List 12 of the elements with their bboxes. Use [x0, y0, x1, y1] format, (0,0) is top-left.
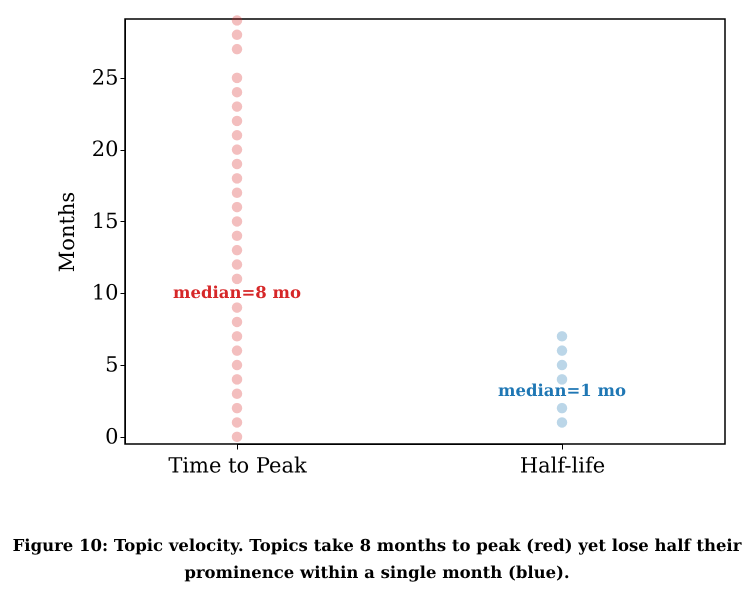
y-tick-label: 10	[92, 280, 118, 305]
x-tick-label: Time to Peak	[168, 454, 307, 478]
y-axis-title: Months	[54, 192, 79, 272]
y-tick-label: 15	[92, 208, 118, 233]
y-tick-label: 25	[92, 65, 118, 90]
x-tick-label: Half-life	[520, 454, 606, 478]
y-tick-label: 20	[92, 137, 118, 162]
y-tick-label: 0	[105, 424, 118, 448]
annotation: median=1 mo	[498, 381, 626, 400]
caption: Figure 10: Topic velocity. Topics take 8 months to peak (red) yet lose half their prominence within a single month (blue).	[12, 535, 743, 584]
y-tick-label: 5	[105, 352, 118, 377]
annotation: median=8 mo	[173, 283, 301, 302]
